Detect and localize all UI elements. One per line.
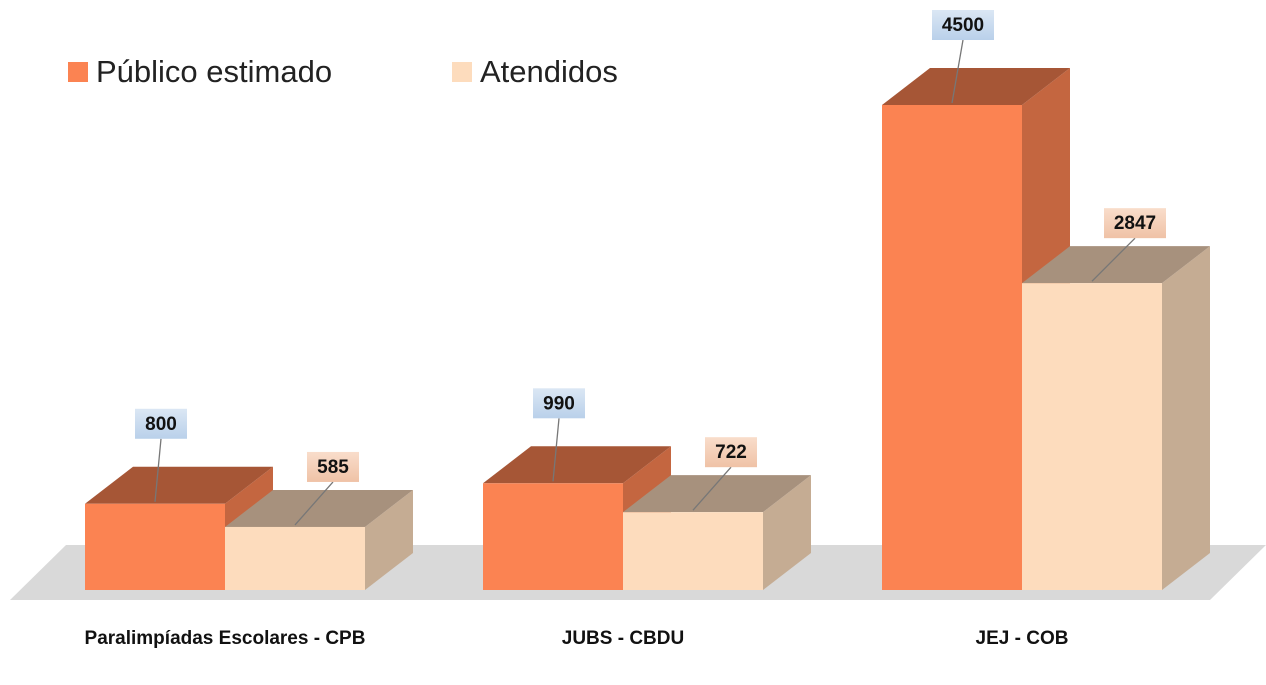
bar-front <box>623 512 763 590</box>
bar-top <box>85 466 273 504</box>
category-label: JUBS - CBDU <box>561 628 685 649</box>
legend-label: Atendidos <box>480 54 618 89</box>
bar-side <box>365 489 413 590</box>
bar <box>623 475 811 590</box>
bar-top <box>225 489 413 527</box>
legend-swatch <box>68 62 88 82</box>
data-label: 585 <box>317 457 349 478</box>
data-label: 2847 <box>1114 213 1156 234</box>
bar-top <box>882 68 1070 105</box>
data-label-box <box>307 451 359 482</box>
bar-front <box>882 105 1022 590</box>
leader-line <box>552 418 560 482</box>
legend-label: Público estimado <box>96 54 332 89</box>
bar-front <box>1022 283 1162 590</box>
bar-top <box>483 446 671 484</box>
legend-swatch <box>452 62 472 82</box>
bar-side <box>1162 246 1210 590</box>
data-label: 990 <box>543 393 575 414</box>
data-label: 800 <box>145 414 177 435</box>
leader-line <box>1091 237 1136 282</box>
data-label: 722 <box>715 442 747 463</box>
leader-line <box>294 481 334 526</box>
bar-front <box>85 503 225 590</box>
leader-line <box>154 438 162 502</box>
leader-line <box>692 466 732 511</box>
bar-front <box>483 483 623 590</box>
data-label-box <box>1104 208 1166 239</box>
bar-side <box>763 475 811 590</box>
data-label-box <box>135 408 187 439</box>
data-label-box <box>932 10 994 40</box>
data-label-box <box>533 388 585 419</box>
category-label: JEJ - COB <box>975 628 1069 649</box>
data-label-box <box>705 437 757 468</box>
category-label: Paralimpíadas Escolares - CPB <box>84 628 366 649</box>
bar <box>225 489 413 590</box>
leader-line <box>951 39 964 104</box>
bar-top <box>623 475 811 513</box>
bar <box>1022 246 1210 590</box>
bar-top <box>1022 246 1210 284</box>
data-label: 4500 <box>942 15 984 36</box>
bar-front <box>225 526 365 590</box>
